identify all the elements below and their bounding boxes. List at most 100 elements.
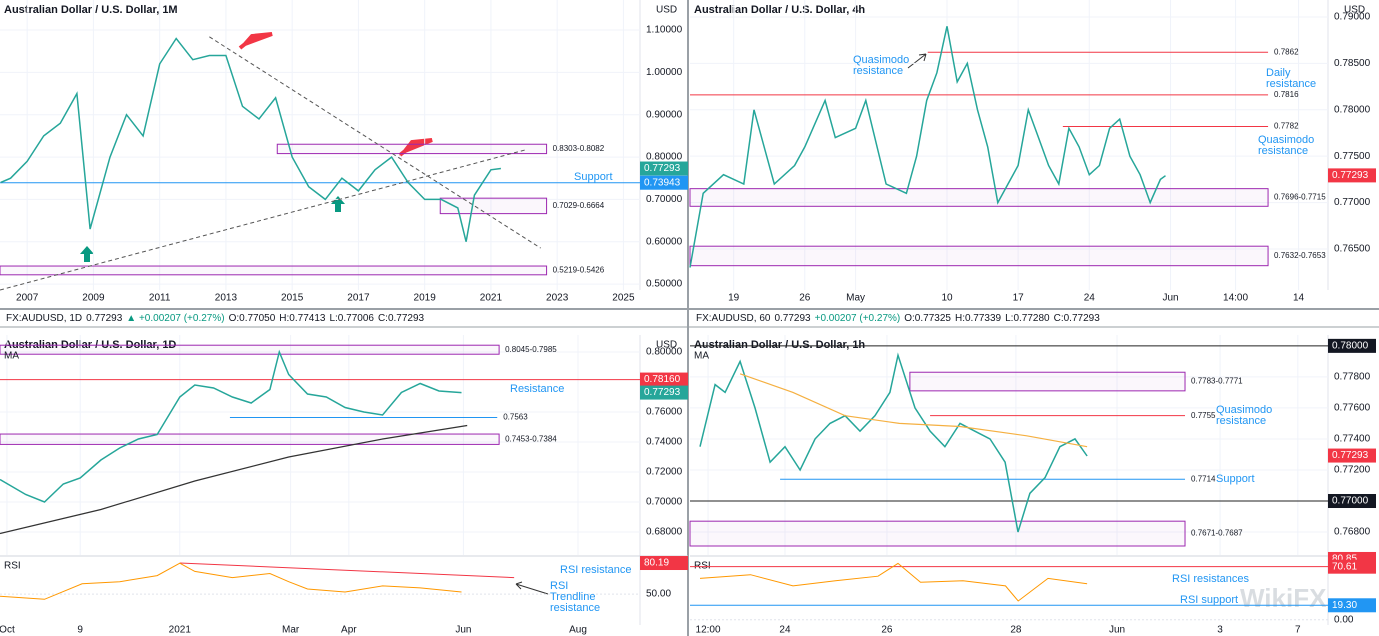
price-label: 80.19 xyxy=(644,558,669,569)
price-label-bg xyxy=(640,175,688,190)
level-label: 0.7714 xyxy=(1191,474,1216,483)
x-tick-label: 2013 xyxy=(215,293,238,304)
rsi-trendline xyxy=(179,562,515,579)
y-tick-label: 0.77500 xyxy=(1334,151,1371,162)
annotation: Quasimodo xyxy=(1216,404,1272,416)
indicator-label: MA xyxy=(4,351,19,362)
header-part: +0.00207 (+0.27%) xyxy=(815,313,901,324)
x-tick-label: 24 xyxy=(1084,293,1096,304)
chart-title: Australian Dollar / U.S. Dollar, 1M xyxy=(4,4,178,16)
x-tick-label: 2017 xyxy=(347,293,370,304)
annotation: RSI xyxy=(550,580,568,592)
annotation: Resistance xyxy=(510,383,564,395)
indicator-label: MA xyxy=(694,351,709,362)
x-tick-label: 2021 xyxy=(169,625,192,636)
y-tick-label: 0.80000 xyxy=(646,347,683,358)
x-tick-label: 2023 xyxy=(546,293,569,304)
price-line xyxy=(0,349,462,503)
x-tick-label: 3 xyxy=(1217,625,1223,636)
price-label-bg xyxy=(640,556,688,571)
x-tick-label: 7 xyxy=(1295,625,1301,636)
chart-title: Australian Dollar / U.S. Dollar, 1h xyxy=(694,339,865,351)
x-tick-label: 14:00 xyxy=(1223,293,1248,304)
price-label: 0.77000 xyxy=(1332,496,1369,507)
rsi-label: RSI xyxy=(4,561,21,572)
currency: USD xyxy=(656,5,677,16)
annotation: resistance xyxy=(1266,78,1316,90)
level-label: 0.7782 xyxy=(1274,122,1299,131)
ma-line xyxy=(739,373,1088,448)
zone xyxy=(689,188,1269,207)
x-tick-label: 10 xyxy=(941,293,953,304)
annotation: Quasimodo xyxy=(1258,134,1314,146)
x-tick-label: 12:00 xyxy=(696,625,721,636)
y-tick-label: 0.77200 xyxy=(1334,465,1371,476)
price-label: 0.77293 xyxy=(644,163,681,174)
zone-label: 0.7671-0.7687 xyxy=(1191,529,1243,538)
x-tick-label: 9 xyxy=(77,625,83,636)
zone-label: 0.8303-0.8082 xyxy=(553,144,605,153)
zone-label: 0.7632-0.7653 xyxy=(1274,251,1326,260)
zone-label: 0.8045-0.7985 xyxy=(505,345,557,354)
y-tick-label: 0.79000 xyxy=(1334,12,1371,23)
price-label-bg xyxy=(640,385,688,400)
price-label-bg xyxy=(1328,494,1376,509)
level-label: 0.7816 xyxy=(1274,90,1299,99)
y-tick-label: 0.77000 xyxy=(1334,197,1371,208)
zone xyxy=(0,344,500,355)
arrow xyxy=(907,53,927,69)
y-tick-label: 0.78500 xyxy=(1334,58,1371,69)
y-tick-label: 0.70000 xyxy=(646,194,683,205)
arrow xyxy=(515,581,549,595)
price-label: 0.78160 xyxy=(644,374,681,385)
x-tick-label: 24 xyxy=(779,625,791,636)
x-tick-label: Jun xyxy=(1162,293,1178,304)
zone xyxy=(689,245,1269,267)
y-tick-label: 0.76500 xyxy=(1334,244,1371,255)
symbol-header: FX:AUDUSD, 1D 0.77293 ▲ +0.00207 (+0.27%) O… xyxy=(6,313,425,324)
symbol-header: FX:AUDUSD, 60 0.77293 +0.00207 (+0.27%) O:0… xyxy=(696,313,1100,324)
price-label: 0.77293 xyxy=(644,387,681,398)
header-part: C:0.77293 xyxy=(1054,313,1101,324)
currency: USD xyxy=(1344,5,1365,16)
level-label: 0.7755 xyxy=(1191,411,1216,420)
x-tick-label: Apr xyxy=(341,625,357,636)
y-tick-label: 0.76000 xyxy=(646,407,683,418)
annotation: resistance xyxy=(550,602,600,614)
zone xyxy=(439,197,548,215)
y-tick-label: 0.70000 xyxy=(646,497,683,508)
y-tick-label: 0.78000 xyxy=(1334,104,1371,115)
arrow xyxy=(331,196,345,212)
price-line xyxy=(0,37,501,242)
level-label: 0.7563 xyxy=(503,413,528,422)
annotation: RSI resistance xyxy=(560,564,632,576)
annotation: Quasimodo xyxy=(853,54,909,66)
chart-title: Australian Dollar / U.S. Dollar, 4h xyxy=(694,4,865,16)
y-tick-label: 0.76800 xyxy=(1334,527,1371,538)
watermark: WikiFX xyxy=(1240,583,1327,613)
zone xyxy=(276,143,548,155)
annotation: RSI resistances xyxy=(1172,573,1250,585)
arrow xyxy=(238,32,273,50)
x-tick-label: 26 xyxy=(799,293,811,304)
header-part: O:0.77325 xyxy=(904,313,951,324)
y-tick-label: 0.00 xyxy=(1334,614,1354,625)
y-tick-label: 0.77400 xyxy=(1334,434,1371,445)
zone xyxy=(0,433,500,445)
price-label: 0.78000 xyxy=(1332,341,1369,352)
x-tick-label: 19 xyxy=(728,293,740,304)
x-tick-label: 2015 xyxy=(281,293,304,304)
zone-label: 0.7453-0.7384 xyxy=(505,434,557,443)
header-part: FX:AUDUSD, 1D xyxy=(6,313,82,324)
price-line xyxy=(699,352,1088,533)
x-tick-label: Jun xyxy=(455,625,471,636)
y-tick-label: 1.10000 xyxy=(646,25,683,36)
annotation: resistance xyxy=(1216,415,1266,427)
header-part: L:0.77006 xyxy=(329,313,374,324)
price-label: 70.61 xyxy=(1332,561,1357,572)
y-tick-label: 0.80000 xyxy=(646,152,683,163)
price-label-bg xyxy=(1328,598,1376,613)
y-tick-label: 0.72000 xyxy=(646,467,683,478)
price-label: 0.73943 xyxy=(644,177,681,188)
y-tick-label: 0.77800 xyxy=(1334,372,1371,383)
